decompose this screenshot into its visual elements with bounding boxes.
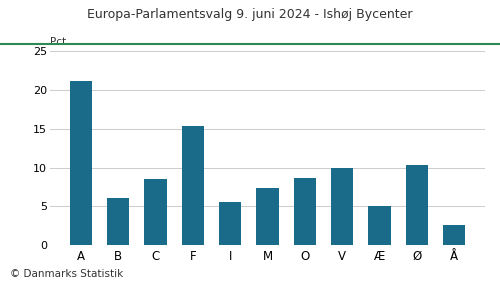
Text: © Danmarks Statistik: © Danmarks Statistik <box>10 269 123 279</box>
Bar <box>368 206 390 245</box>
Text: Europa-Parlamentsvalg 9. juni 2024 - Ishøj Bycenter: Europa-Parlamentsvalg 9. juni 2024 - Ish… <box>88 8 413 21</box>
Bar <box>331 168 353 245</box>
Text: Pct.: Pct. <box>50 37 70 47</box>
Bar <box>107 198 130 245</box>
Bar <box>182 126 204 245</box>
Bar <box>406 165 428 245</box>
Bar <box>256 188 278 245</box>
Bar <box>70 81 92 245</box>
Bar <box>144 179 167 245</box>
Bar <box>443 225 465 245</box>
Bar <box>294 179 316 245</box>
Bar <box>219 202 242 245</box>
